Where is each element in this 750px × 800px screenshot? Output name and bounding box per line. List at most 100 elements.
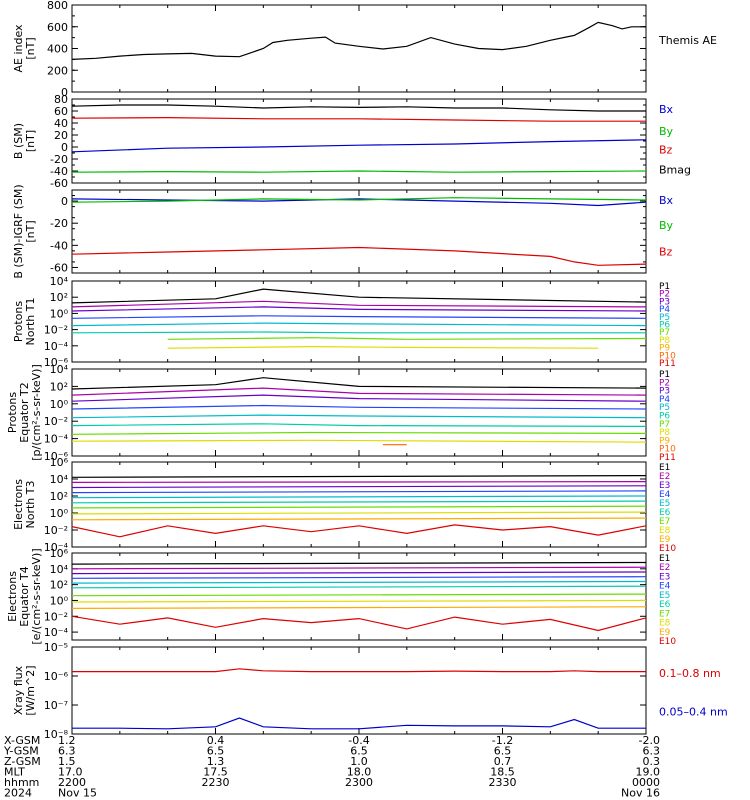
y-tick-label: 10⁻⁶ bbox=[44, 356, 69, 369]
ephemeris-value: Nov 16 bbox=[621, 787, 660, 800]
panel-frame bbox=[71, 461, 647, 548]
y-tick-label: 0 bbox=[61, 141, 68, 154]
legend-P6: P6 bbox=[659, 412, 670, 422]
legend-E4: E4 bbox=[659, 582, 671, 592]
y-tick-label: 10⁻² bbox=[44, 415, 68, 428]
y-tick-label: 10⁻⁷ bbox=[44, 699, 68, 712]
y-tick-label: 10⁴ bbox=[50, 275, 69, 288]
series-line-E1 bbox=[72, 561, 646, 565]
ephemeris-value: 0.4 bbox=[207, 734, 225, 747]
legend-E5: E5 bbox=[659, 591, 670, 601]
y-tick-label: 10⁻⁴ bbox=[44, 626, 69, 639]
ephemeris-label: MLT bbox=[4, 766, 25, 779]
legend-E9: E9 bbox=[659, 628, 671, 638]
legend-Bmag: Bmag bbox=[659, 164, 691, 177]
panel-frame bbox=[71, 552, 647, 641]
ephemeris-value: 0.7 bbox=[494, 755, 512, 768]
legend-E3: E3 bbox=[659, 481, 670, 491]
panel-ae: 0 200 400 600 800 AE index [nT] Themis AE bbox=[12, 0, 717, 99]
legend-E5: E5 bbox=[659, 499, 670, 509]
y-axis-label: Protons bbox=[12, 301, 25, 342]
legend-P2: P2 bbox=[659, 290, 670, 300]
legend-E8: E8 bbox=[659, 619, 671, 629]
legend-E2: E2 bbox=[659, 563, 670, 573]
y-tick-label: 10⁰ bbox=[50, 307, 69, 320]
y-axis-label: [p/(cm²-s-sr-keV)] bbox=[30, 364, 43, 461]
legend-P1: P1 bbox=[659, 282, 670, 292]
y-tick-label: 0 bbox=[61, 86, 68, 99]
series-line-E3 bbox=[72, 571, 646, 575]
y-tick-label: 10² bbox=[50, 579, 68, 592]
y-axis-label: Equator T4 bbox=[18, 566, 31, 626]
legend-Bz: Bz bbox=[659, 143, 673, 156]
panel-bigrf: -60 -40 -20 0 B (SM)-IGRF (SM) [nT] Bx By Bz bbox=[12, 184, 674, 278]
legend-P4: P4 bbox=[659, 305, 670, 315]
legend-P8: P8 bbox=[659, 336, 670, 346]
y-tick-label: 400 bbox=[47, 43, 68, 56]
y-axis-label: B (SM)-IGRF (SM) bbox=[12, 184, 25, 278]
y-tick-label: 0 bbox=[61, 195, 68, 208]
series-line-E10 bbox=[72, 615, 646, 632]
ephemeris-value: -0.4 bbox=[348, 734, 369, 747]
y-tick-label: 10⁴ bbox=[50, 473, 69, 486]
y-tick-label: -60 bbox=[50, 261, 68, 274]
legend-E2: E2 bbox=[659, 472, 670, 482]
series-line-P8 bbox=[167, 345, 599, 349]
series-line-E1 bbox=[72, 475, 646, 478]
legend-P11: P11 bbox=[659, 359, 676, 369]
y-tick-label: 10⁻⁸ bbox=[44, 728, 69, 741]
series-line-P1 bbox=[72, 377, 646, 390]
legend-Bz: Bz bbox=[659, 245, 673, 258]
series-line-E7 bbox=[72, 505, 646, 509]
series-line-P1 bbox=[72, 288, 646, 304]
y-tick-label: -40 bbox=[50, 239, 68, 252]
series-line-P6 bbox=[72, 423, 646, 427]
y-tick-label: 800 bbox=[47, 0, 68, 12]
series-line-E6 bbox=[72, 585, 646, 589]
series-line-P6 bbox=[72, 331, 646, 334]
y-tick-label: 200 bbox=[47, 64, 68, 77]
y-tick-label: 10⁻² bbox=[44, 524, 68, 537]
series-line-P2 bbox=[72, 387, 646, 396]
series-line-E4 bbox=[72, 490, 646, 494]
series-line-Bz bbox=[72, 116, 646, 122]
legend-Bx: Bx bbox=[659, 194, 674, 207]
y-axis-label: Electrons bbox=[12, 479, 25, 530]
series-line-P7 bbox=[72, 431, 646, 435]
y-tick-label: 10⁶ bbox=[50, 547, 69, 560]
y-axis-label: North T3 bbox=[24, 481, 37, 529]
y-tick-label: 60 bbox=[54, 105, 68, 118]
y-axis-label: Equator T2 bbox=[18, 382, 31, 442]
legend-Themis AE: Themis AE bbox=[658, 34, 717, 47]
ephemeris-value: 1.3 bbox=[207, 755, 225, 768]
legend-E9: E9 bbox=[659, 535, 671, 545]
ephemeris-value: 6.3 bbox=[643, 745, 661, 758]
series-line-E10 bbox=[72, 524, 646, 538]
y-tick-label: 10⁶ bbox=[50, 456, 69, 469]
ephemeris-value: 1.0 bbox=[350, 755, 368, 768]
legend-By: By bbox=[659, 219, 674, 232]
ephemeris-value: 0.3 bbox=[643, 755, 661, 768]
y-tick-label: 10⁴ bbox=[50, 363, 69, 376]
ephemeris-value: 2200 bbox=[58, 776, 86, 789]
series-line-E2 bbox=[72, 481, 646, 483]
y-tick-label: -60 bbox=[50, 177, 68, 190]
series-line-P7 bbox=[167, 337, 646, 340]
series-line-E9 bbox=[72, 517, 646, 521]
legend-P5: P5 bbox=[659, 313, 670, 323]
y-tick-label: 10² bbox=[50, 380, 68, 393]
y-tick-label: 10⁻⁶ bbox=[44, 450, 69, 463]
series-line-E5 bbox=[72, 495, 646, 499]
legend-P7: P7 bbox=[659, 420, 670, 430]
ephemeris-value: 1.2 bbox=[58, 734, 76, 747]
legend-P7: P7 bbox=[659, 328, 670, 338]
panel-pn: 10⁴ 10² 10⁰ 10⁻² 10⁻⁴ 10⁻⁶ Protons North T1 P1P2… bbox=[12, 275, 676, 369]
y-axis-label: AE index bbox=[12, 24, 25, 73]
series-line-E4 bbox=[72, 576, 646, 579]
ephemeris-value: 18.0 bbox=[347, 766, 372, 779]
ephemeris-value: 6.5 bbox=[207, 745, 225, 758]
y-tick-label: 10⁻² bbox=[44, 610, 68, 623]
y-axis-label: Xray flux bbox=[12, 665, 25, 715]
y-tick-label: 10⁻⁶ bbox=[44, 670, 69, 683]
